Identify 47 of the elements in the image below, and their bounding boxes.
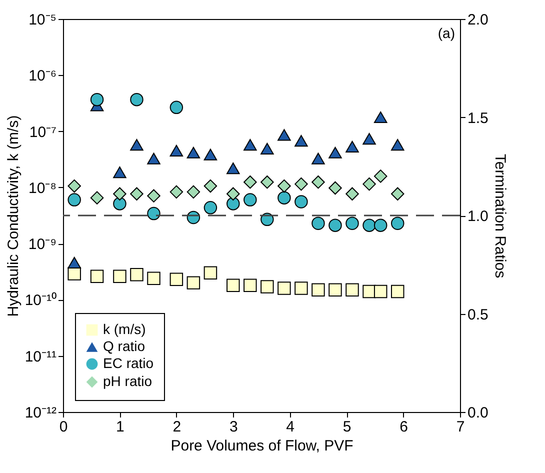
x-tick-label: 3 [229, 418, 238, 436]
y-axis-title: Hydraulic Conductivity, k (m/s) [4, 115, 22, 317]
y-tick-label: 10⁻¹² [24, 404, 56, 422]
point [260, 280, 274, 294]
annotation: (a) [438, 25, 455, 41]
legend-label: pH ratio [103, 373, 152, 389]
y-tick-label: 10⁻¹⁰ [24, 292, 56, 310]
legend-label: Q ratio [103, 338, 146, 354]
point [390, 284, 404, 298]
y-tick-label: 10⁻⁸ [28, 180, 56, 197]
x-tick-label: 0 [59, 418, 68, 436]
y2-tick-label: 2.0 [468, 12, 488, 28]
point [130, 268, 144, 282]
point [113, 270, 126, 284]
x-tick-label: 5 [342, 418, 352, 436]
y-tick-label: 10⁻⁹ [28, 236, 56, 254]
y-tick-label: 10⁻¹¹ [24, 348, 56, 366]
y2-tick-label: 0.0 [468, 404, 488, 422]
legend-label: EC ratio [103, 355, 154, 371]
y2-tick-label: 1.0 [468, 208, 488, 225]
x-tick-label: 6 [400, 418, 408, 436]
point [226, 278, 240, 292]
point [374, 284, 388, 298]
point [294, 282, 308, 295]
y-tick-label: 10⁻⁶ [28, 68, 56, 85]
point [170, 272, 184, 286]
point [186, 276, 200, 290]
legend-label: k (m/s) [103, 321, 146, 337]
point [278, 282, 291, 295]
point [90, 270, 104, 284]
point [68, 267, 81, 280]
y2-axis-title: Termination Ratios [491, 154, 508, 278]
y2-tick-label: 1.5 [468, 110, 488, 127]
x-tick-label: 7 [456, 418, 465, 436]
y2-tick-label: 0.5 [468, 306, 488, 324]
point [346, 283, 359, 296]
x-tick-label: 1 [116, 418, 124, 436]
y-tick-label: 10⁻⁵ [28, 12, 56, 28]
point [204, 266, 218, 280]
x-tick-label: 2 [172, 418, 182, 436]
point [328, 283, 342, 296]
point [147, 272, 160, 285]
x-axis-title: Pore Volumes of Flow, PVF [170, 438, 354, 454]
point [244, 278, 257, 292]
x-tick-label: 4 [286, 418, 295, 436]
y-tick-label: 10⁻⁷ [29, 124, 56, 141]
point [312, 283, 325, 296]
